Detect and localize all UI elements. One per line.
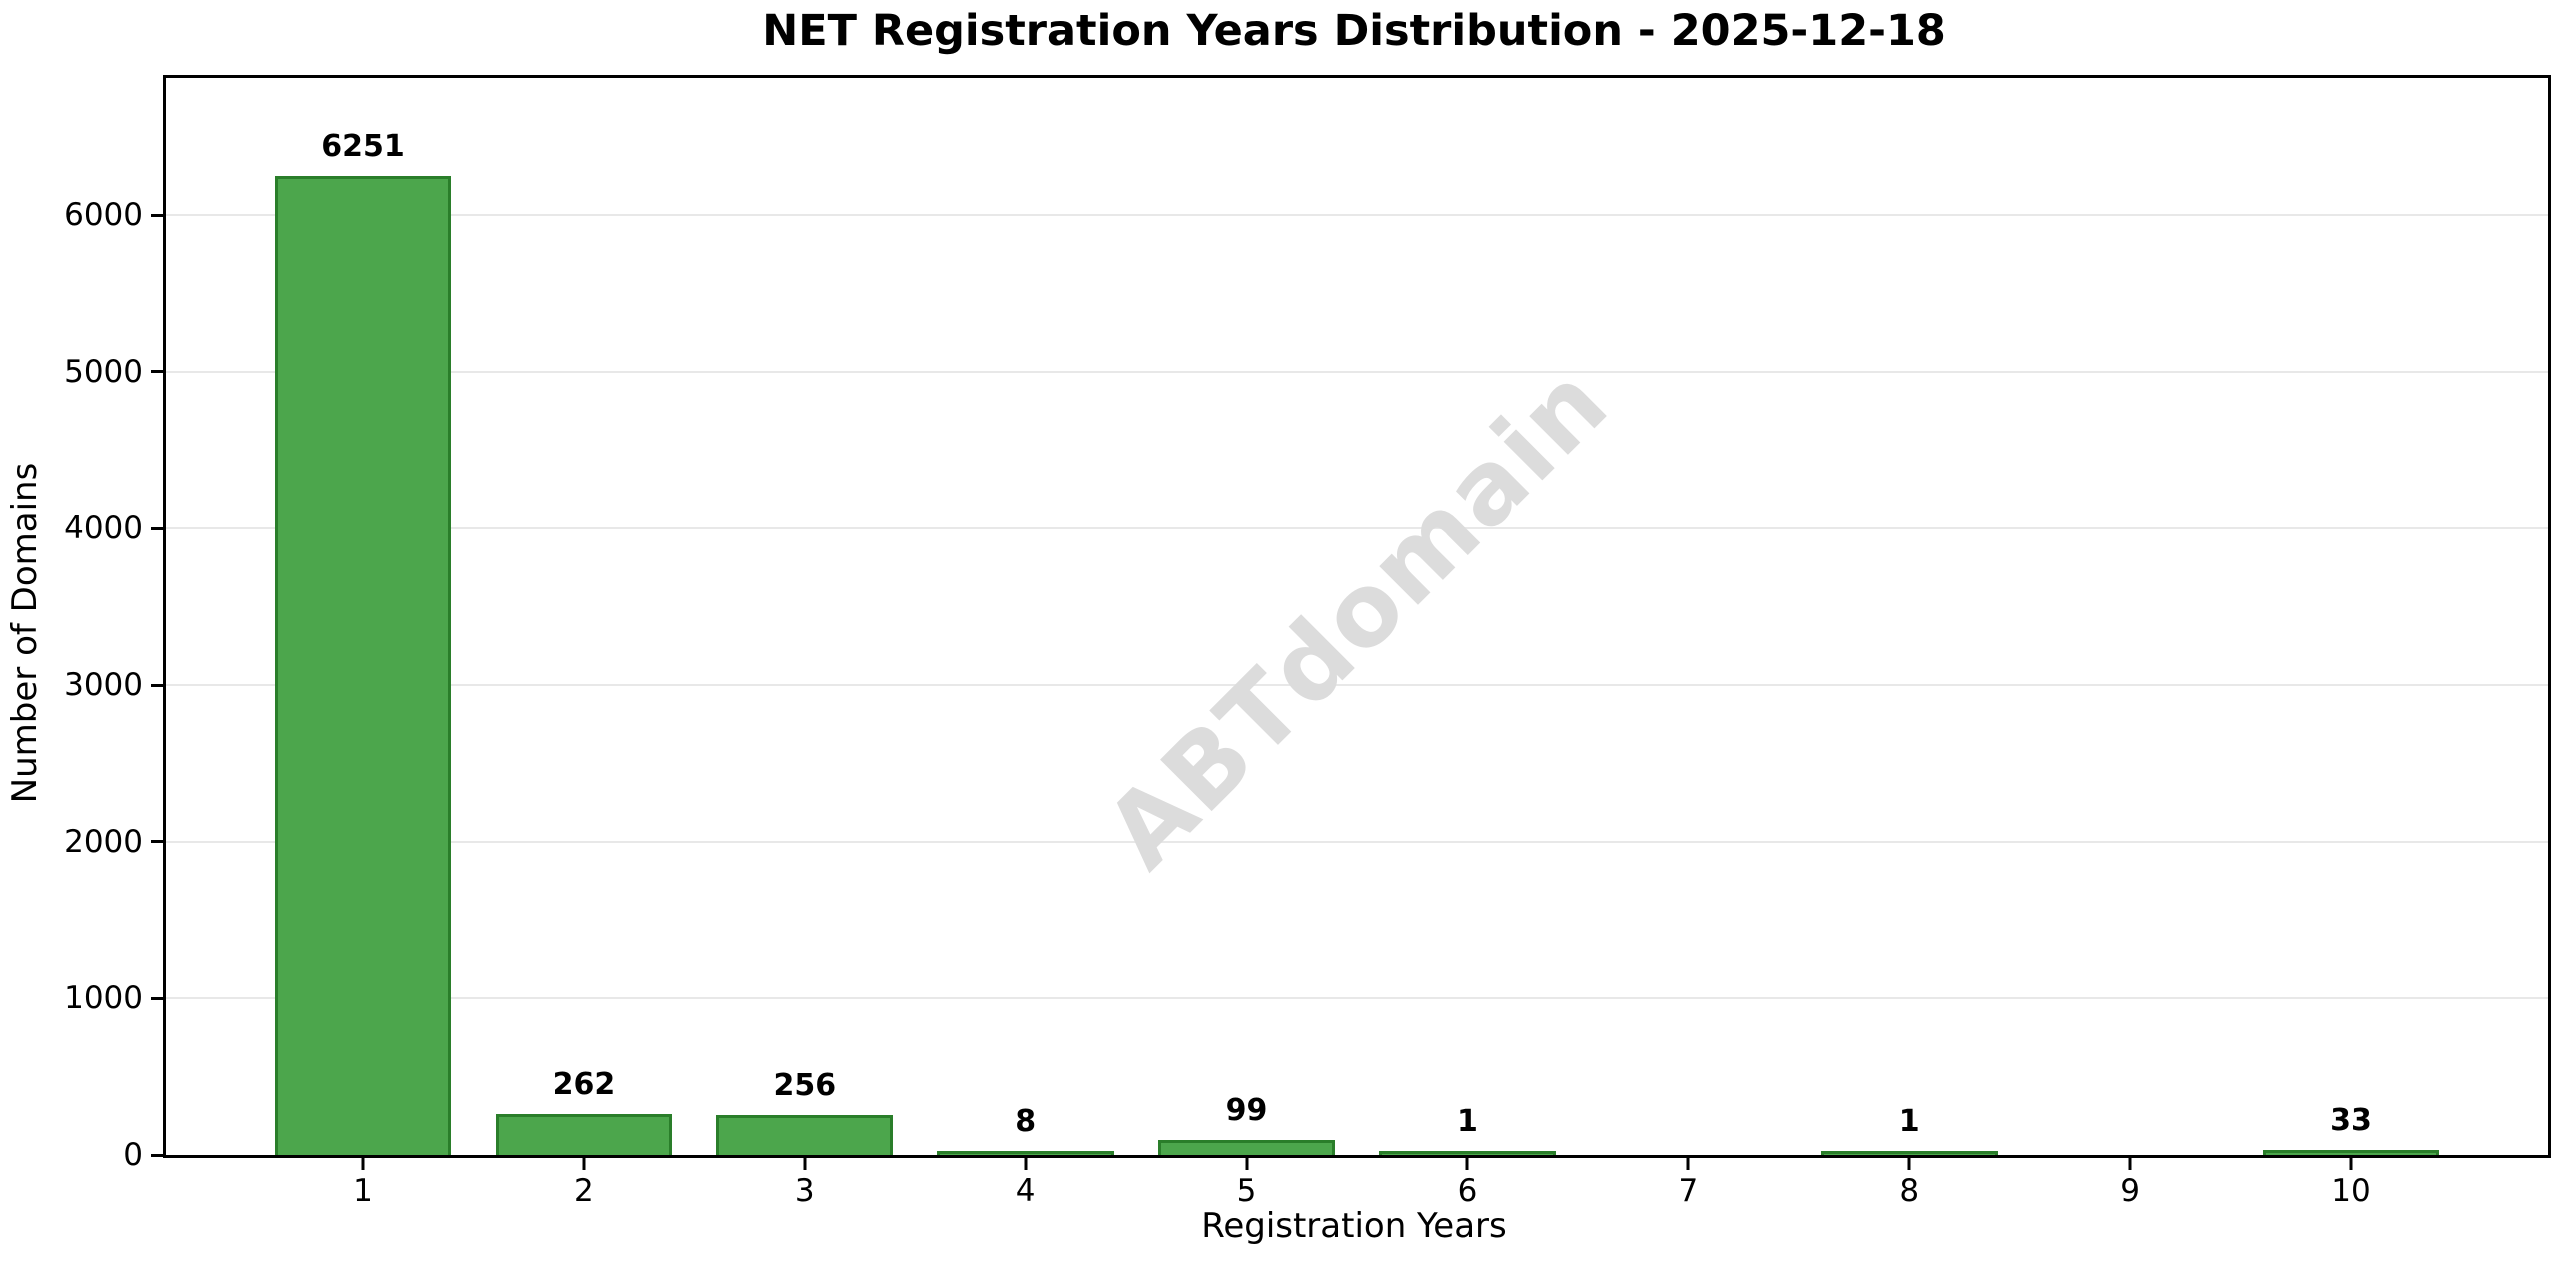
bar-value-label: 33: [2330, 1102, 2372, 1138]
gridline-y-2000: [166, 840, 2548, 843]
x-tick-mark: [1907, 1158, 1911, 1170]
gridline-y-3000: [166, 684, 2548, 687]
x-tick-mark: [1465, 1158, 1469, 1170]
x-tick-label: 7: [1678, 1173, 1699, 1209]
gridline-y-1000: [166, 997, 2548, 1000]
bar-year-4: [937, 1151, 1115, 1155]
bar-year-1: [274, 175, 452, 1155]
bar-year-10: [2262, 1149, 2440, 1155]
bar-value-label: 8: [1015, 1104, 1037, 1139]
y-tick-label: 2000: [64, 823, 143, 860]
bar-value-label: 6251: [321, 128, 405, 164]
bar-value-label: 1: [1457, 1104, 1478, 1139]
x-tick-mark: [2349, 1158, 2353, 1170]
x-tick-label: 6: [1457, 1173, 1478, 1209]
bar-value-label: 262: [552, 1066, 616, 1102]
x-tick-label: 1: [353, 1173, 373, 1209]
x-tick-mark: [803, 1158, 807, 1170]
y-tick-mark: [151, 370, 163, 374]
bar-value-label: 256: [773, 1067, 837, 1103]
bar-value-label: 99: [1225, 1092, 1268, 1128]
x-tick-mark: [2128, 1158, 2132, 1170]
x-tick-mark: [1686, 1158, 1690, 1170]
bar-year-5: [1158, 1139, 1335, 1155]
gridline-y-5000: [166, 370, 2548, 373]
x-tick-label: 9: [2120, 1173, 2140, 1209]
x-tick-label: 10: [2331, 1173, 2371, 1209]
x-tick-label: 5: [1236, 1173, 1257, 1209]
bar-year-3: [716, 1114, 894, 1155]
y-tick-label: 4000: [64, 510, 143, 547]
y-tick-label: 5000: [64, 353, 143, 390]
y-tick-mark: [151, 1153, 163, 1157]
y-tick-label: 0: [123, 1137, 143, 1173]
y-tick-mark: [151, 996, 163, 1000]
y-axis-label: Number of Domains: [5, 462, 45, 804]
y-tick-label: 3000: [64, 667, 143, 704]
gridline-y-4000: [166, 527, 2548, 530]
y-tick-label: 1000: [64, 980, 143, 1017]
x-tick-label: 3: [794, 1173, 815, 1209]
plot-area: ABTdomain 0 1000 2000 3000 4000 5000 6000 6251 1…: [64, 75, 2551, 1209]
x-tick-mark: [1245, 1158, 1249, 1170]
y-tick-mark: [151, 683, 163, 687]
y-tick-mark: [151, 840, 163, 844]
x-tick-label: 2: [574, 1173, 594, 1209]
x-tick-label: 4: [1015, 1173, 1036, 1209]
x-tick-mark: [361, 1158, 365, 1170]
x-tick-label: 8: [1899, 1173, 1920, 1209]
bar-year-2: [495, 1113, 673, 1155]
y-tick-label: 6000: [64, 197, 143, 234]
y-tick-mark: [151, 213, 163, 217]
bar-value-label: 1: [1898, 1104, 1920, 1139]
x-axis-label: Registration Years: [1201, 1206, 1507, 1246]
watermark-text: ABTdomain: [1083, 342, 1631, 891]
x-tick-mark: [582, 1158, 586, 1170]
x-tick-mark: [1024, 1158, 1028, 1170]
y-tick-mark: [151, 526, 163, 530]
gridline-y-6000: [166, 214, 2548, 217]
bar-year-8: [1820, 1151, 1998, 1155]
chart-title: NET Registration Years Distribution - 20…: [762, 6, 1946, 56]
bar-year-6: [1379, 1151, 1556, 1155]
